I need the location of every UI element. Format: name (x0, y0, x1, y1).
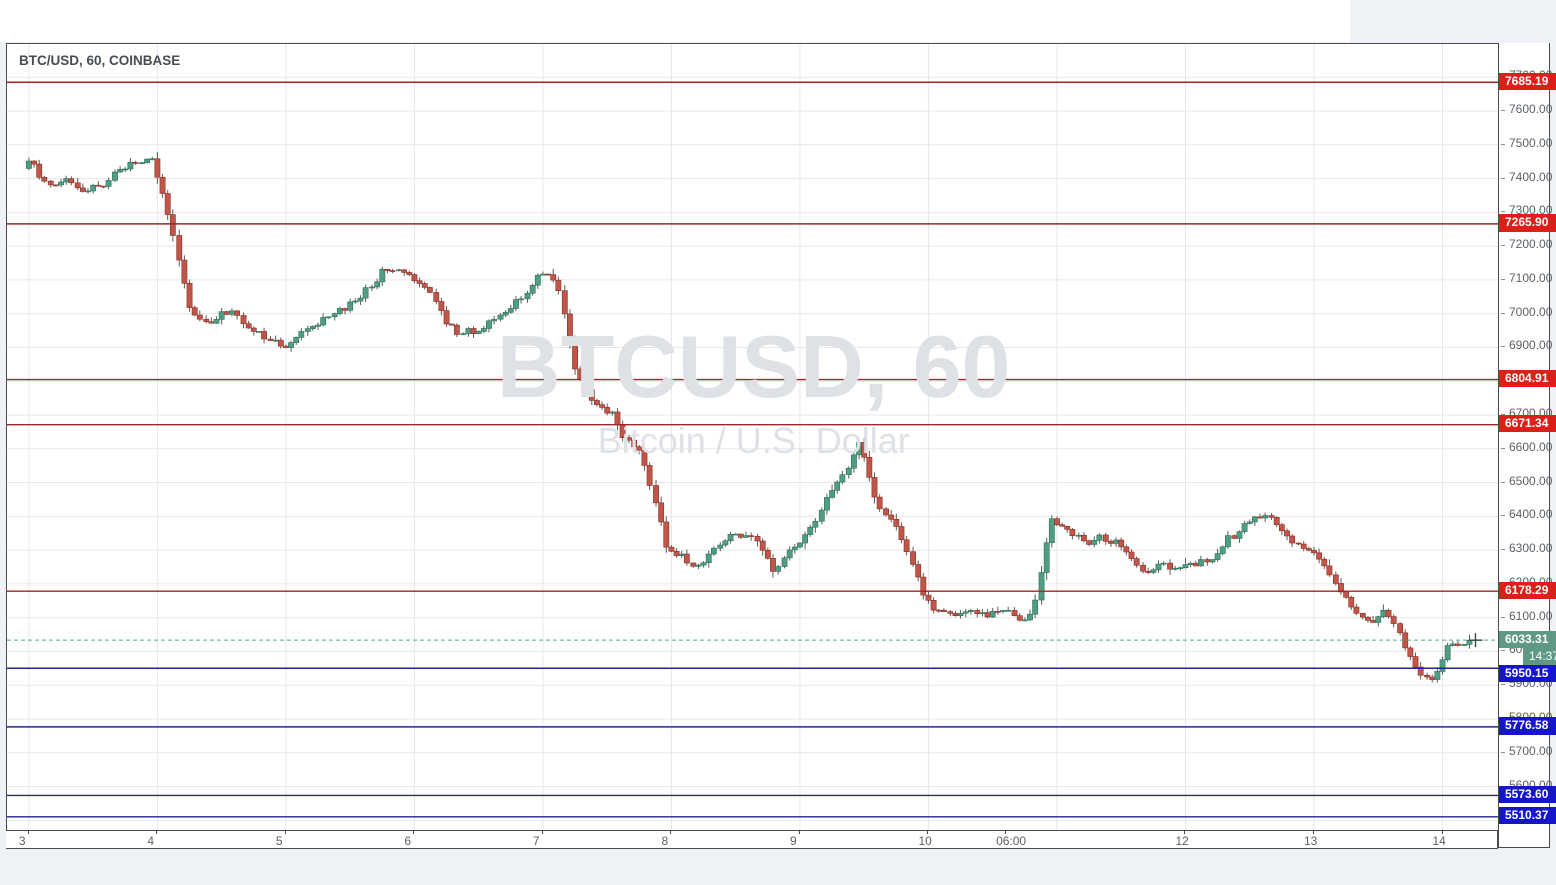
svg-text:BTC/USD, 60, COINBASE: BTC/USD, 60, COINBASE (19, 53, 180, 68)
svg-text:BTCUSD, 60: BTCUSD, 60 (497, 317, 1010, 416)
svg-text:Bitcoin / U.S. Dollar: Bitcoin / U.S. Dollar (598, 420, 910, 461)
